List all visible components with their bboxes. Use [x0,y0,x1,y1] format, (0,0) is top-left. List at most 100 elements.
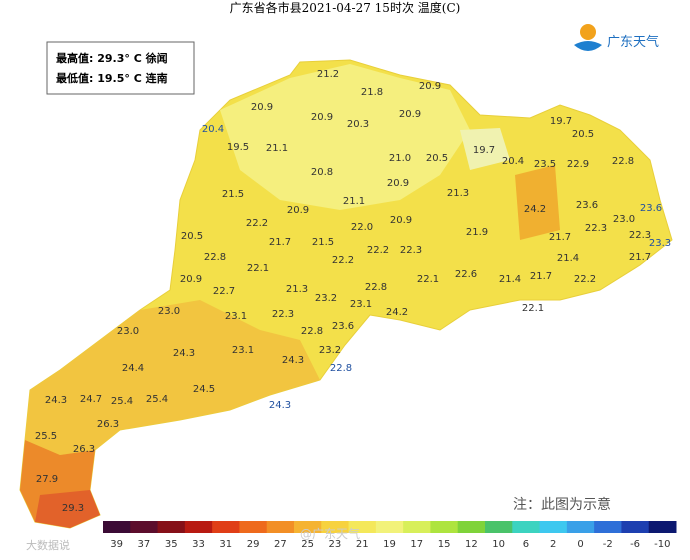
summary-box [46,41,195,95]
temperature-label: 23.2 [319,345,341,356]
temperature-label: 23.1 [350,299,372,310]
temperature-label: 21.2 [317,69,339,80]
legend-swatch [457,521,486,533]
temperature-label: 21.0 [389,153,411,164]
legend-label: -6 [630,539,640,550]
temperature-label: 20.8 [311,167,333,178]
temperature-label: 20.4 [202,124,224,135]
legend-swatch [294,521,322,533]
temperature-label: 19.7 [473,145,495,156]
temperature-label: 22.2 [367,245,389,256]
warm-zone [515,165,560,240]
temperature-label: 22.0 [351,222,373,233]
title: 广东省各市县2021-04-27 15时次 温度(C) [230,0,461,15]
temperature-label: 24.5 [193,384,215,395]
temperature-label: 23.1 [232,345,254,356]
temperature-label: 24.2 [386,307,408,318]
legend-label: 25 [301,539,314,550]
legend-swatch [375,521,404,533]
legend-label: 21 [356,539,369,550]
temperature-label: 22.3 [629,230,651,241]
temperature-label: 23.0 [158,306,180,317]
temperature-label: 21.7 [549,232,571,243]
legend-swatch [430,521,459,533]
legend-label: 33 [192,539,205,550]
max-text: 最高值: 29.3° C 徐闻 [56,51,168,65]
temperature-label: 22.8 [612,156,634,167]
legend-label: 2 [550,539,556,550]
temperature-label: 24.3 [173,348,195,359]
temperature-label: 26.3 [97,419,119,430]
temperature-label: 22.2 [332,255,354,266]
temperature-label: 21.1 [266,143,288,154]
temperature-label: 23.0 [613,214,635,225]
temperature-label: 21.8 [361,87,383,98]
warm-zone [25,300,320,455]
temperature-label: 20.5 [181,231,203,242]
note: 注：此图为示意 [513,496,611,513]
temperature-label: 20.9 [399,109,421,120]
temperature-label: 24.4 [122,363,144,374]
temperature-label: 23.5 [534,159,556,170]
temperature-label: 21.7 [269,237,291,248]
hot-zone [35,490,100,528]
legend-label: 39 [110,539,123,550]
temperature-label: 20.9 [390,215,412,226]
temperature-label: 22.8 [301,326,323,337]
legend-swatch [594,521,622,533]
legend-swatch [403,521,431,533]
temperature-label: 22.7 [213,286,235,297]
legend-label: 17 [410,539,423,550]
legend-swatch [130,521,159,533]
legend-label: 15 [438,539,451,550]
legend-swatch [539,521,568,533]
legend-swatch [621,521,650,533]
legend-swatch [103,521,131,533]
temperature-label: 20.9 [287,205,309,216]
temperature-label: 22.8 [204,252,226,263]
legend-swatch [239,521,268,533]
legend-swatch [184,521,213,533]
temperature-label: 20.4 [502,156,524,167]
legend-label: 12 [465,539,478,550]
legend-label: 29 [247,539,260,550]
temperature-label: 24.7 [80,394,102,405]
temperature-label: 20.9 [180,274,202,285]
temperature-label: 23.3 [649,238,671,249]
temperature-label: 24.3 [282,355,304,366]
legend-label: 0 [577,539,583,550]
legend-swatch [648,521,677,533]
temperature-label: 20.5 [572,129,594,140]
cool-zone [460,128,510,170]
legend-swatch [157,521,186,533]
temperature-label: 26.3 [73,444,95,455]
temperature-label: 24.3 [45,395,67,406]
temperature-label: 25.4 [146,394,168,405]
legend-swatch [512,521,541,533]
temperature-label: 23.2 [315,293,337,304]
temperature-label: 21.1 [343,196,365,207]
legend-label: 35 [165,539,178,550]
legend-label: 6 [523,539,529,550]
temperature-label: 23.0 [117,326,139,337]
temperature-label: 22.1 [522,303,544,314]
temperature-label: 24.3 [269,400,291,411]
temperature-label: 21.5 [312,237,334,248]
legend: 39 37 35 33 31 29 27 25 23 21 19 17 15 12 10 6 2 0 -2 -6 -10 [103,521,677,550]
temperature-label: 27.9 [36,474,58,485]
temperature-label: 21.9 [466,227,488,238]
legend-label: 27 [274,539,287,550]
watermark: 大数据说 [26,538,70,552]
temperature-label: 22.6 [455,269,477,280]
min-text: 最低值: 19.5° C 连南 [56,71,168,85]
temperature-label: 20.5 [426,153,448,164]
temperature-label: 23.1 [225,311,247,322]
legend-label: 19 [383,539,396,550]
temperature-label: 22.9 [567,159,589,170]
temperature-label: 20.9 [419,81,441,92]
temperature-label: 20.9 [311,112,333,123]
temperature-label: 29.3 [62,503,84,514]
temperature-label: 25.5 [35,431,57,442]
temperature-label: 22.3 [585,223,607,234]
